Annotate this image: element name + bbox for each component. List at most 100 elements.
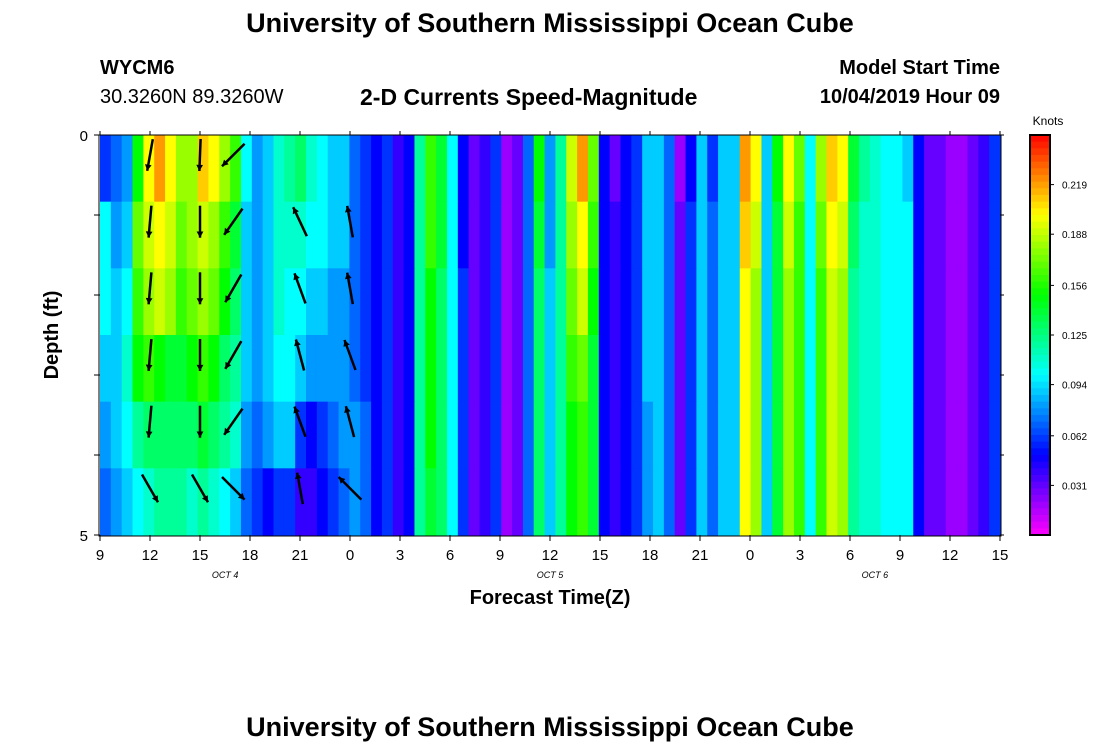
heatmap-cell bbox=[154, 201, 166, 269]
colorbar-segment bbox=[1030, 195, 1050, 203]
heatmap-cell bbox=[436, 401, 448, 469]
heatmap-cell bbox=[859, 335, 871, 403]
heatmap-cell bbox=[446, 135, 459, 203]
heatmap-cell bbox=[327, 468, 340, 536]
heatmap-cell bbox=[230, 135, 242, 203]
heatmap-cell bbox=[848, 268, 860, 336]
heatmap-cell bbox=[739, 468, 752, 536]
current-arrow-head bbox=[145, 164, 152, 171]
heatmap-cell bbox=[403, 268, 416, 336]
heatmap-cell bbox=[707, 401, 719, 469]
heatmap-cell bbox=[468, 201, 481, 269]
colorbar-segment bbox=[1030, 161, 1050, 169]
heatmap-cell bbox=[804, 401, 817, 469]
heatmap-cell bbox=[566, 135, 578, 203]
heatmap-cell bbox=[392, 401, 405, 469]
heatmap-cell bbox=[132, 335, 144, 403]
heatmap-cell bbox=[685, 335, 697, 403]
heatmap-cell bbox=[544, 468, 557, 536]
heatmap-cell bbox=[522, 268, 535, 336]
colorbar-segment bbox=[1030, 141, 1050, 149]
heatmap-cell bbox=[566, 401, 578, 469]
colorbar-segment bbox=[1030, 201, 1050, 209]
heatmap-cell bbox=[587, 135, 600, 203]
heatmap-cell bbox=[338, 268, 350, 336]
heatmap-cell bbox=[371, 135, 383, 203]
y-axis-label: Depth (ft) bbox=[41, 291, 63, 380]
heatmap-cell bbox=[327, 268, 340, 336]
heatmap-cell bbox=[945, 201, 958, 269]
heatmap-cell bbox=[501, 401, 513, 469]
heatmap-cell bbox=[392, 201, 405, 269]
current-arrow-head bbox=[293, 406, 300, 414]
heatmap-cell bbox=[175, 401, 188, 469]
heatmap-cell bbox=[707, 268, 719, 336]
current-arrow-head bbox=[224, 427, 231, 435]
heatmap-cell bbox=[967, 401, 979, 469]
heatmap-cell bbox=[956, 135, 969, 203]
heatmap-cell bbox=[696, 268, 708, 336]
heatmap-cell bbox=[306, 335, 318, 403]
heatmap-cell bbox=[327, 135, 340, 203]
heatmap-cell bbox=[414, 268, 426, 336]
heatmap-cell bbox=[577, 401, 589, 469]
station-coordinates: 30.3260N 89.3260W bbox=[100, 86, 284, 108]
heatmap-cell bbox=[132, 268, 144, 336]
heatmap-cell bbox=[707, 468, 719, 536]
heatmap-cell bbox=[371, 468, 383, 536]
colorbar-segment bbox=[1030, 428, 1050, 436]
heatmap-cell bbox=[826, 268, 838, 336]
heatmap-cell bbox=[262, 401, 275, 469]
heatmap-cell bbox=[251, 335, 264, 403]
heatmap-cell bbox=[772, 335, 784, 403]
heatmap-cell bbox=[121, 468, 134, 536]
heatmap-cell bbox=[349, 401, 361, 469]
heatmap-cell bbox=[360, 335, 372, 403]
heatmap-cell bbox=[793, 468, 806, 536]
heatmap-cell bbox=[880, 468, 893, 536]
heatmap-cell bbox=[240, 335, 253, 403]
heatmap-cell bbox=[110, 335, 123, 403]
heatmap-cell bbox=[750, 335, 763, 403]
colorbar-segment bbox=[1030, 435, 1050, 443]
heatmap-cell bbox=[251, 201, 264, 269]
colorbar-segment bbox=[1030, 495, 1050, 503]
heatmap-cell bbox=[663, 401, 676, 469]
heatmap-cell bbox=[859, 135, 871, 203]
heatmap-cell bbox=[826, 135, 838, 203]
heatmap-cell bbox=[208, 335, 220, 403]
heatmap-cell bbox=[761, 201, 773, 269]
heatmap-cell bbox=[446, 268, 459, 336]
heatmap-cell bbox=[685, 201, 697, 269]
heatmap-cell bbox=[967, 268, 979, 336]
heatmap-cell bbox=[793, 268, 806, 336]
heatmap-cell bbox=[230, 201, 242, 269]
colorbar-segment bbox=[1030, 488, 1050, 496]
current-arrow-head bbox=[145, 231, 153, 238]
heatmap-cell bbox=[512, 201, 524, 269]
heatmap-cell bbox=[967, 135, 979, 203]
heatmap-cell bbox=[154, 401, 166, 469]
current-arrow-head bbox=[196, 431, 204, 438]
heatmap-cell bbox=[978, 268, 990, 336]
heatmap-cell bbox=[815, 268, 828, 336]
heatmap-cell bbox=[598, 401, 611, 469]
heatmap-cell bbox=[913, 335, 925, 403]
heatmap-cell bbox=[316, 201, 329, 269]
heatmap-cell bbox=[967, 201, 979, 269]
heatmap-cell bbox=[512, 335, 524, 403]
heatmap-cell bbox=[316, 268, 329, 336]
current-arrow-head bbox=[343, 340, 350, 347]
heatmap-cell bbox=[490, 468, 502, 536]
heatmap-cell bbox=[240, 135, 253, 203]
colorbar-tick-label: 0.031 bbox=[1062, 481, 1087, 492]
heatmap-cell bbox=[403, 335, 416, 403]
heatmap-cell bbox=[479, 401, 491, 469]
heatmap-cell bbox=[837, 201, 849, 269]
heatmap-cell bbox=[165, 335, 177, 403]
heatmap-cell bbox=[555, 335, 567, 403]
x-tick-label: 9 bbox=[496, 547, 504, 564]
colorbar: Knots 0.219 0.188 0.156 0.125 0.094 0.062 0.031 bbox=[1029, 114, 1087, 536]
y-tick-label: 5 bbox=[80, 528, 88, 545]
heatmap-cell bbox=[902, 468, 914, 536]
